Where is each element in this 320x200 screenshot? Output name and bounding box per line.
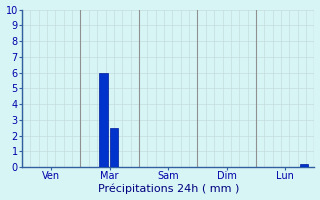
Bar [99,73,108,167]
Bar [300,164,308,167]
X-axis label: Précipitations 24h ( mm ): Précipitations 24h ( mm ) [98,184,239,194]
Bar [110,128,118,167]
